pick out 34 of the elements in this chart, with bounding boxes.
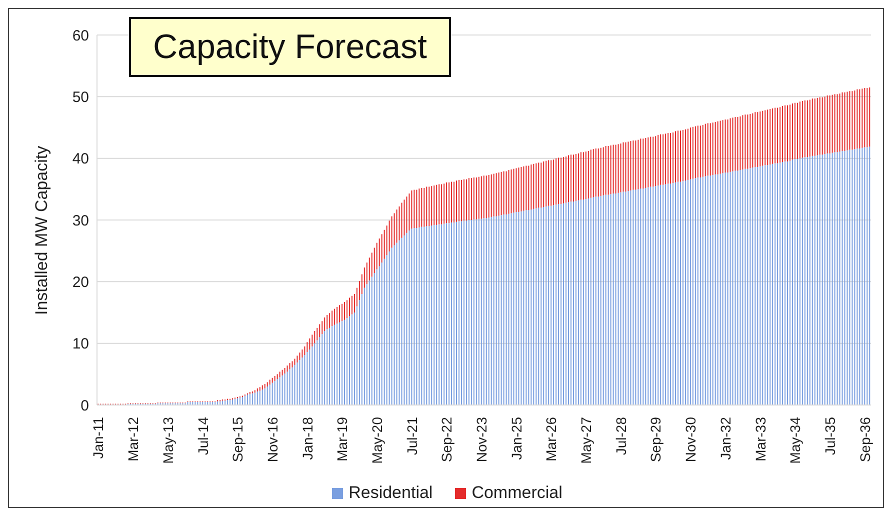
x-tick-label: Jul-28 bbox=[612, 416, 629, 456]
y-tick-label: 10 bbox=[72, 336, 89, 353]
legend-label: Commercial bbox=[470, 483, 562, 503]
y-tick-label: 30 bbox=[72, 212, 89, 230]
x-tick-label: Nov-16 bbox=[264, 416, 280, 462]
x-tick-label: Jan-18 bbox=[299, 416, 316, 460]
y-tick-label: 50 bbox=[72, 88, 89, 106]
x-tick-label: May-27 bbox=[578, 416, 594, 464]
x-tick-label: Sep-15 bbox=[230, 416, 246, 462]
x-tick-label: Mar-12 bbox=[125, 416, 142, 462]
x-tick-label: Sep-29 bbox=[648, 416, 664, 462]
x-tick-label: Mar-19 bbox=[334, 416, 350, 462]
x-tick-label: May-13 bbox=[160, 416, 176, 464]
y-axis-title: Installed MW Capacity bbox=[32, 145, 52, 315]
x-tick-label: Nov-23 bbox=[474, 416, 490, 462]
x-tick-label: Jul-21 bbox=[404, 416, 420, 456]
y-tick-label: 20 bbox=[72, 274, 89, 291]
x-tick-label: Jan-25 bbox=[508, 416, 524, 460]
y-tick-label: 60 bbox=[72, 27, 89, 44]
y-tick-label: 40 bbox=[72, 150, 89, 168]
x-tick-label: May-34 bbox=[787, 416, 804, 464]
x-tick-label: Sep-22 bbox=[438, 416, 455, 462]
x-tick-label: Jul-35 bbox=[822, 416, 838, 456]
x-tick-label: Nov-30 bbox=[682, 416, 699, 462]
x-tick-label: Mar-26 bbox=[543, 416, 560, 462]
x-tick-label: Sep-36 bbox=[856, 416, 873, 462]
x-tick-label: Jan-32 bbox=[717, 416, 734, 460]
x-tick-label: May-20 bbox=[368, 416, 385, 464]
y-tick-label: 0 bbox=[80, 397, 89, 414]
x-tick-label: Jan-11 bbox=[90, 416, 106, 459]
chart-title: Capacity Forecast bbox=[129, 17, 451, 77]
x-tick-label: Jul-14 bbox=[194, 416, 211, 456]
legend-label: Residential bbox=[348, 483, 433, 503]
x-tick-label: Mar-33 bbox=[752, 416, 768, 462]
